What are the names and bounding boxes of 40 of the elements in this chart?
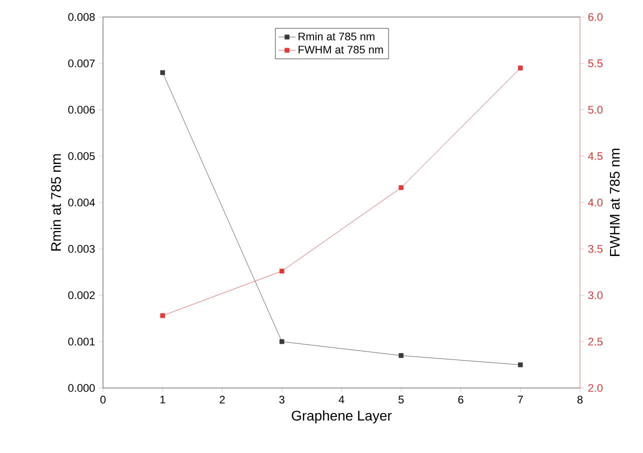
x-tick-label: 0 [100,396,106,404]
point [518,362,523,368]
y2-tick-label: 5.0 [588,106,603,114]
x-tick-label: 7 [518,396,523,404]
y2-tick-label: 3.5 [588,245,603,253]
point [279,339,284,344]
x-tick-label: 6 [458,396,464,404]
y-tick-label: 0.002 [68,291,95,300]
y2-tick-label: 2.0 [588,384,603,392]
x-tick-label: 4 [338,396,344,404]
point [398,353,404,358]
y-tick-label: 0.005 [68,152,95,160]
y-tick-label: 0.003 [68,245,95,253]
y2-tick-label: 4.0 [588,198,603,206]
legend-label: FWHM at 785 nm [298,46,383,54]
y-tick-label: 0.004 [68,198,95,206]
point [398,185,404,190]
legend-label: Rmin at 785 nm [298,32,374,40]
x-tick-label: 1 [160,396,166,404]
x-tick-label: 3 [279,396,284,404]
y-tick-label: 0.006 [68,106,95,114]
y2-tick-label: 2.5 [588,338,603,346]
x-tick-label: 5 [398,396,404,404]
y2-tick-label: 3.0 [588,291,603,300]
point [279,268,284,274]
y2-tick-label: 6.0 [588,13,603,21]
y2-tick-label: 4.5 [588,152,603,160]
y-tick-label: 0.000 [68,384,95,392]
y-axis-title: Rmin at 785 nm [50,154,61,251]
y2-tick-label: 5.5 [588,60,603,68]
y-tick-label: 0.001 [68,338,95,346]
y2-axis-title: FWHM at 785 nm [610,148,620,256]
point [160,313,166,318]
x-tick-label: 8 [577,396,583,404]
x-tick-label: 2 [220,396,225,404]
point [518,66,523,70]
y-tick-label: 0.007 [68,60,95,68]
x-axis-title: Graphene Layer [292,410,392,424]
point [160,70,166,76]
y-tick-label: 0.008 [68,13,95,21]
